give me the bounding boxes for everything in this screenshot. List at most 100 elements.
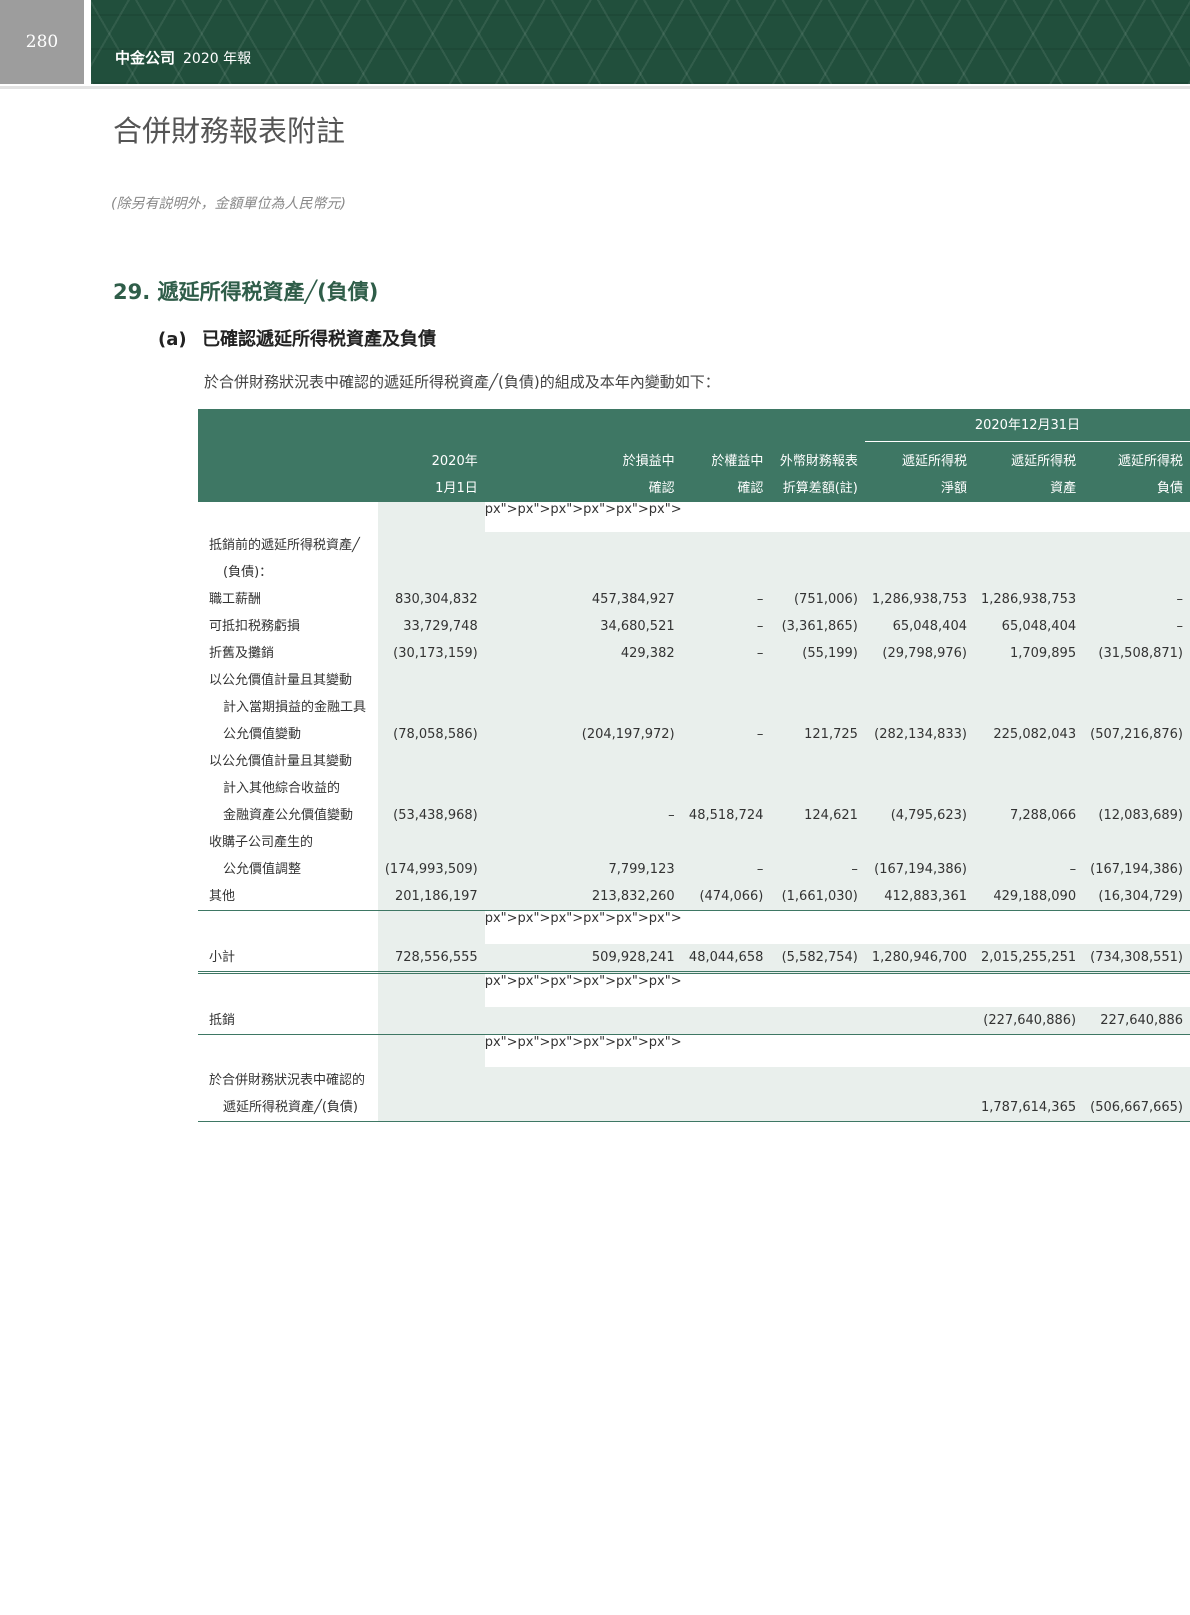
column-header: 資產 bbox=[974, 475, 1084, 502]
cell-value bbox=[974, 532, 1084, 586]
cell-value: (174,993,509) bbox=[377, 829, 485, 883]
cell-value bbox=[681, 532, 771, 586]
column-header: 於權益中 bbox=[681, 441, 771, 475]
spacer-row: px">px">px">px">px">px"> bbox=[198, 502, 1190, 532]
cell-value: 429,382 bbox=[484, 640, 682, 667]
cell-value: 213,832,260 bbox=[484, 883, 682, 911]
cell-value: 412,883,361 bbox=[864, 883, 974, 911]
cell-value bbox=[377, 1067, 485, 1122]
cell-value: – bbox=[681, 829, 771, 883]
cell-value: (507,216,876) bbox=[1083, 667, 1190, 748]
row-label: 其他 bbox=[198, 883, 378, 911]
table-row: 職工薪酬 830,304,832 457,384,927– (751,006) 1,28… bbox=[198, 586, 1190, 613]
cell-value: (734,308,551) bbox=[1083, 944, 1190, 974]
row-label-line: 計入當期損益的金融工具 bbox=[223, 700, 367, 715]
cell-value: (53,438,968) bbox=[377, 748, 485, 829]
cell-value: – bbox=[681, 640, 771, 667]
cell-value: 1,286,938,753 bbox=[974, 586, 1084, 613]
row-label: 小計 bbox=[198, 944, 378, 974]
subsection-heading: (a) 已確認遞延所得税資產及負債 bbox=[158, 325, 436, 351]
cell-value: (751,006) bbox=[770, 586, 865, 613]
cell-value: (4,795,623) bbox=[864, 748, 974, 829]
cell-value: – bbox=[681, 586, 771, 613]
cell-value bbox=[770, 1007, 865, 1035]
column-header: 折算差額(註) bbox=[770, 475, 865, 502]
header-banner bbox=[91, 0, 1190, 84]
group-header: 2020年12月31日 bbox=[864, 409, 1190, 442]
report-name: 2020 年報 bbox=[183, 51, 252, 67]
row-label: 以公允價值計量且其變動 計入其他綜合收益的 金融資產公允價值變動 bbox=[198, 748, 378, 829]
table-row: 小計 728,556,555 509,928,241 48,044,658 (5,582… bbox=[198, 944, 1190, 974]
cell-value: (167,194,386) bbox=[1083, 829, 1190, 883]
spacer-row: px">px">px">px">px">px"> bbox=[198, 910, 1190, 944]
cell-value: 2,015,255,251 bbox=[974, 944, 1084, 974]
page-title: 合併財務報表附註 bbox=[113, 114, 346, 148]
cell-value: (16,304,729) bbox=[1083, 883, 1190, 911]
cell-value: (167,194,386) bbox=[864, 829, 974, 883]
section-heading: 29. 遞延所得税資產╱(負債) bbox=[113, 276, 378, 306]
row-label-line: 金融資產公允價值變動 bbox=[223, 808, 354, 823]
table-row: 折舊及攤銷 (30,173,159) 429,382– (55,199) (29,798… bbox=[198, 640, 1190, 667]
subsection-label: (a) bbox=[158, 329, 187, 350]
section-title: 遞延所得税資產╱(負債) bbox=[157, 280, 379, 304]
row-label: 收購子公司產生的 公允價值調整 bbox=[198, 829, 378, 883]
cell-value bbox=[377, 532, 485, 586]
row-label-line: 遞延所得税資產╱(負債) bbox=[223, 1100, 358, 1115]
column-header: 淨額 bbox=[864, 475, 974, 502]
row-label-line: 收購子公司產生的 bbox=[209, 835, 314, 850]
cell-value: 121,725 bbox=[770, 667, 865, 748]
row-label-line: 可抵扣税務虧損 bbox=[209, 619, 301, 634]
row-label-line: 抵銷 bbox=[209, 1013, 236, 1028]
row-label-line: 以公允價值計量且其變動 bbox=[209, 673, 353, 688]
cell-value bbox=[681, 1067, 771, 1122]
divider bbox=[0, 86, 1190, 89]
cell-value bbox=[681, 1007, 771, 1035]
table-row: 其他 201,186,197 213,832,260 (474,066) (1,661,… bbox=[198, 883, 1190, 911]
cell-value: 830,304,832 bbox=[377, 586, 485, 613]
cell-value: (5,582,754) bbox=[770, 944, 865, 974]
row-label-line: 於合併財務狀況表中確認的 bbox=[209, 1073, 366, 1088]
deferred-tax-table: 2020年12月31日 2020年 於損益中 於權益中 外幣財務報表 遞延所得税 遞延所得… bbox=[198, 409, 1190, 1122]
row-label-line: 抵銷前的遞延所得税資產╱ bbox=[209, 538, 360, 553]
row-label: 以公允價值計量且其變動 計入當期損益的金融工具 公允價值變動 bbox=[198, 667, 378, 748]
cell-value: – bbox=[484, 748, 682, 829]
cell-value: 1,280,946,700 bbox=[864, 944, 974, 974]
cell-value: – bbox=[770, 829, 865, 883]
row-label: 可抵扣税務虧損 bbox=[198, 613, 378, 640]
table-row: 收購子公司產生的 公允價值調整 (174,993,509) 7,799,123– – (1… bbox=[198, 829, 1190, 883]
section-number: 29. bbox=[113, 280, 151, 304]
row-label: 於合併財務狀況表中確認的 遞延所得税資產╱(負債) bbox=[198, 1067, 378, 1122]
cell-value bbox=[864, 532, 974, 586]
company-name: 中金公司 bbox=[115, 49, 176, 67]
cell-value: 124,621 bbox=[770, 748, 865, 829]
cell-value: 7,288,066 bbox=[974, 748, 1084, 829]
column-header: 2020年 bbox=[377, 441, 485, 475]
cell-value bbox=[484, 1067, 682, 1122]
table-row: 抵銷 (227,640,886) 227,640,886 bbox=[198, 1007, 1190, 1035]
cell-value: (3,361,865) bbox=[770, 613, 865, 640]
cell-value: (227,640,886) bbox=[974, 1007, 1084, 1035]
page-number: 280 bbox=[0, 0, 84, 84]
table-row: 於合併財務狀況表中確認的 遞延所得税資產╱(負債) 1,787,614,365 (50… bbox=[198, 1067, 1190, 1122]
column-header: 確認 bbox=[681, 475, 771, 502]
row-label: 抵銷 bbox=[198, 1007, 378, 1035]
cell-value: – bbox=[1083, 586, 1190, 613]
row-label-line: 公允價值調整 bbox=[223, 862, 302, 877]
row-label: 折舊及攤銷 bbox=[198, 640, 378, 667]
table-row: 抵銷前的遞延所得税資產╱ (負債)： bbox=[198, 532, 1190, 586]
column-header: 確認 bbox=[484, 475, 682, 502]
intro-text: 於合併財務狀況表中確認的遞延所得税資產╱(負債)的組成及本年內變動如下： bbox=[204, 373, 720, 391]
cell-value: (204,197,972) bbox=[484, 667, 682, 748]
cell-value: (31,508,871) bbox=[1083, 640, 1190, 667]
cell-value bbox=[864, 1067, 974, 1122]
cell-value: (12,083,689) bbox=[1083, 748, 1190, 829]
row-label: 職工薪酬 bbox=[198, 586, 378, 613]
cell-value: 65,048,404 bbox=[864, 613, 974, 640]
cell-value: 429,188,090 bbox=[974, 883, 1084, 911]
cell-value: (474,066) bbox=[681, 883, 771, 911]
cell-value: 227,640,886 bbox=[1083, 1007, 1190, 1035]
cell-value: 225,082,043 bbox=[974, 667, 1084, 748]
subsection-title: 已確認遞延所得税資產及負債 bbox=[202, 329, 436, 350]
column-header: 於損益中 bbox=[484, 441, 682, 475]
